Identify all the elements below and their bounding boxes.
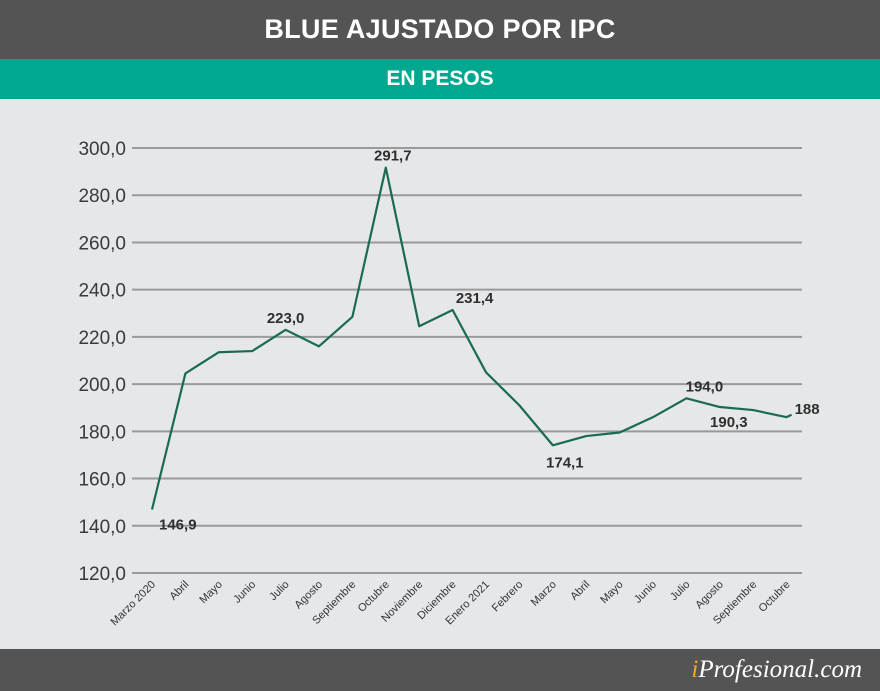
x-tick-label: Julio bbox=[668, 579, 692, 603]
x-tick-label: Marzo bbox=[529, 579, 559, 609]
subtitle-bar: EN PESOS bbox=[0, 59, 880, 99]
x-tick-label: Agosto bbox=[693, 579, 726, 612]
chart-title: BLUE AJUSTADO POR IPC bbox=[264, 14, 616, 44]
data-label: 190,3 bbox=[710, 414, 748, 431]
data-label: 174,1 bbox=[546, 454, 584, 471]
data-label: 146,9 bbox=[159, 516, 197, 533]
y-tick-label: 260,0 bbox=[78, 233, 126, 254]
brand-logo: iProfesional.com bbox=[691, 656, 862, 684]
brand-prefix: i bbox=[691, 656, 699, 683]
line-chart: 120,0 140,0 160,0 180,0 200,0 220,0 240,0 260,0… bbox=[78, 139, 820, 629]
x-tick-label: Agosto bbox=[292, 579, 325, 612]
y-tick-label: 160,0 bbox=[78, 470, 126, 491]
footer-bar: iProfesional.com bbox=[0, 649, 880, 691]
x-tick-label: Junio bbox=[231, 579, 258, 606]
data-label: 291,7 bbox=[374, 148, 412, 165]
x-tick-label: Abril bbox=[167, 579, 191, 603]
data-label: 194,0 bbox=[686, 378, 724, 395]
y-tick-label: 200,0 bbox=[78, 375, 126, 396]
data-label: 223,0 bbox=[267, 310, 305, 327]
chart-subtitle: EN PESOS bbox=[386, 67, 494, 90]
chart-area: 120,0 140,0 160,0 180,0 200,0 220,0 240,0 260,0… bbox=[0, 99, 880, 649]
x-tick-label: Mayo bbox=[598, 579, 626, 607]
y-tick-label: 240,0 bbox=[78, 281, 126, 302]
data-label: 188 bbox=[795, 401, 820, 418]
y-tick-label: 280,0 bbox=[78, 186, 126, 207]
x-tick-label: Marzo 2020 bbox=[109, 579, 159, 629]
y-tick-label: 140,0 bbox=[78, 517, 126, 538]
y-tick-label: 220,0 bbox=[78, 328, 126, 349]
x-tick-label: Junio bbox=[632, 579, 659, 606]
x-tick-label: Abril bbox=[568, 579, 592, 603]
x-tick-label: Octubre bbox=[757, 579, 793, 615]
series-line bbox=[150, 166, 793, 510]
x-tick-label: Mayo bbox=[197, 579, 225, 607]
y-tick-label: 180,0 bbox=[78, 422, 126, 443]
y-tick-label: 120,0 bbox=[78, 564, 126, 585]
brand-name: Profesional.com bbox=[698, 656, 862, 683]
title-bar: BLUE AJUSTADO POR IPC bbox=[0, 0, 880, 59]
x-tick-label: Julio bbox=[267, 579, 291, 603]
x-tick-label: Febrero bbox=[490, 579, 526, 615]
y-tick-label: 300,0 bbox=[78, 139, 126, 160]
data-label: 231,4 bbox=[456, 290, 494, 307]
